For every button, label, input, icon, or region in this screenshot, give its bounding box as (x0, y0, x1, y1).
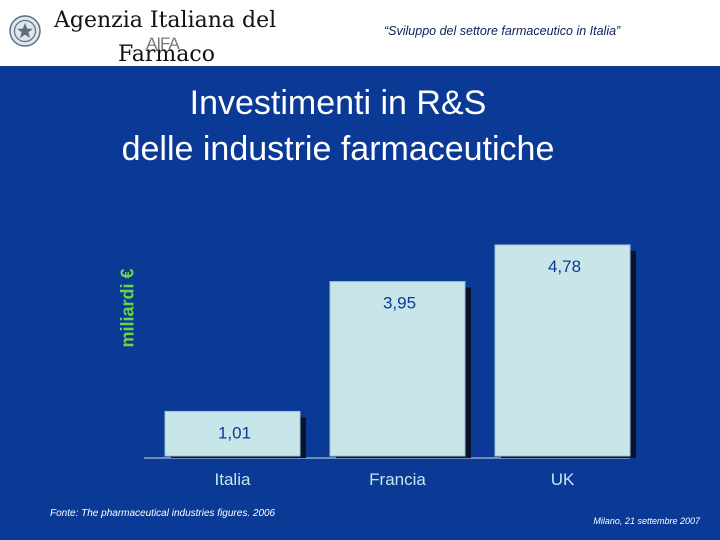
date-note: Milano, 21 settembre 2007 (593, 516, 700, 526)
source-note: Fonte: The pharmaceutical industries fig… (50, 508, 276, 519)
header-quote: “Sviluppo del settore farmaceutico in It… (384, 24, 621, 38)
slide-title-line2: delle industrie farmaceutiche (121, 130, 555, 168)
category-label-italia: Italia (215, 470, 251, 489)
agency-name-line1: Agenzia Italiana del (54, 8, 277, 33)
header-band: Agenzia Italiana del AIFA Farmaco “Svilu… (0, 0, 720, 67)
data-label-italia: 1,01 (218, 423, 251, 442)
bar-uk (494, 244, 631, 457)
bar-francia (329, 281, 466, 457)
category-label-francia: Francia (369, 470, 426, 489)
aifa-logo: AIFA (146, 34, 180, 53)
data-label-francia: 3,95 (383, 294, 416, 313)
agency-name-line2: Farmaco (118, 42, 215, 67)
category-label-uk: UK (551, 470, 575, 489)
slide-title: Investimenti in R&S delle industrie farm… (0, 80, 676, 172)
bar-italia (164, 410, 301, 457)
data-label-uk: 4,78 (548, 257, 581, 276)
italian-republic-emblem-icon (9, 15, 41, 47)
slide-title-line1: Investimenti in R&S (189, 84, 487, 122)
